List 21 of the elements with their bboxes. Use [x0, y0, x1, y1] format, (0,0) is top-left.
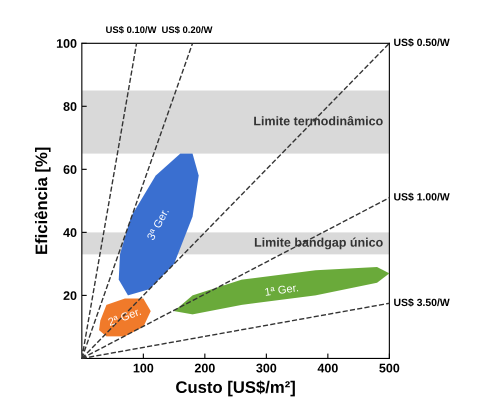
x-tick-label: 100 [134, 364, 154, 372]
y-tick-label: 40 [63, 228, 76, 238]
series-label: US$ 3.50/W [394, 298, 450, 307]
annotation: 2ª Ger. [108, 307, 142, 326]
x-tick-label: 400 [318, 364, 338, 372]
annotation: 1ª Ger. [264, 284, 298, 296]
x-tick-label: 500 [379, 364, 400, 372]
y-axis-title: Eficiência [%] [34, 148, 51, 254]
series-label: US$ 0.20/W [162, 26, 212, 34]
series-label: US$ 0.10/W [106, 26, 156, 34]
x-axis-title: Custo [US$/m²] [176, 380, 295, 396]
x-tick-label: 200 [194, 364, 215, 372]
series-label: US$ 1.00/W [394, 192, 450, 202]
y-tick-label: 20 [64, 291, 76, 300]
y-tick-label: 60 [64, 165, 76, 174]
x-tick-label: 300 [256, 364, 276, 372]
y-tick-label: 80 [63, 102, 76, 111]
band-label: Limite termodinâmico [254, 116, 383, 126]
y-tick-label: 100 [56, 39, 76, 48]
series-label: US$ 0.50/W [394, 38, 450, 47]
annotation: 3ª Ger. [146, 208, 169, 241]
